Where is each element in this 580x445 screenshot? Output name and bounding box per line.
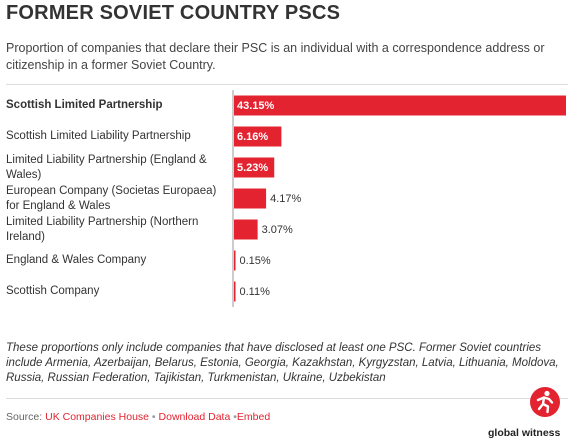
embed-link[interactable]: Embed xyxy=(236,411,271,423)
brand-name: global witness xyxy=(488,427,561,439)
divider-top xyxy=(6,84,568,85)
source-link[interactable]: UK Companies House xyxy=(45,411,149,423)
bar xyxy=(234,157,275,178)
category-label: Scottish Company xyxy=(6,285,100,297)
bar xyxy=(234,95,566,116)
data-label: 43.15% xyxy=(237,99,275,112)
data-label: 0.15% xyxy=(239,254,271,267)
data-label: 4.17% xyxy=(270,192,302,205)
page-title: FORMER SOVIET COUNTRY PSCS xyxy=(6,2,341,24)
embed-separator: • xyxy=(230,411,237,423)
chart-footnote: These proportions only include companies… xyxy=(6,342,559,384)
bar xyxy=(234,219,258,240)
download-data-link[interactable]: Download Data xyxy=(158,411,231,423)
category-label: Scottish Limited Liability Partnership xyxy=(6,130,191,142)
source-separator: • xyxy=(149,411,159,423)
category-label: European Company (Societas Europaea) for… xyxy=(6,184,217,212)
bar xyxy=(234,126,282,147)
global-witness-runner-icon xyxy=(530,387,560,417)
data-label: 0.11% xyxy=(239,285,270,298)
bar xyxy=(234,281,236,302)
category-label: Scottish Limited Partnership xyxy=(6,99,163,111)
category-label: England & Wales Company xyxy=(6,254,147,266)
data-label: 3.07% xyxy=(261,223,293,236)
divider-bottom xyxy=(6,398,568,399)
data-label: 6.16% xyxy=(237,130,269,143)
bar xyxy=(234,250,236,271)
source-prefix: Source: xyxy=(6,411,46,423)
data-label: 5.23% xyxy=(237,161,269,174)
source-line: Source: UK Companies House • Download Da… xyxy=(6,411,270,423)
bar xyxy=(234,188,267,209)
category-label: Limited Liability Partnership (Northern … xyxy=(6,215,199,243)
chart-subtitle: Proportion of companies that declare the… xyxy=(6,41,545,72)
category-label: Limited Liability Partnership (England &… xyxy=(6,153,207,181)
